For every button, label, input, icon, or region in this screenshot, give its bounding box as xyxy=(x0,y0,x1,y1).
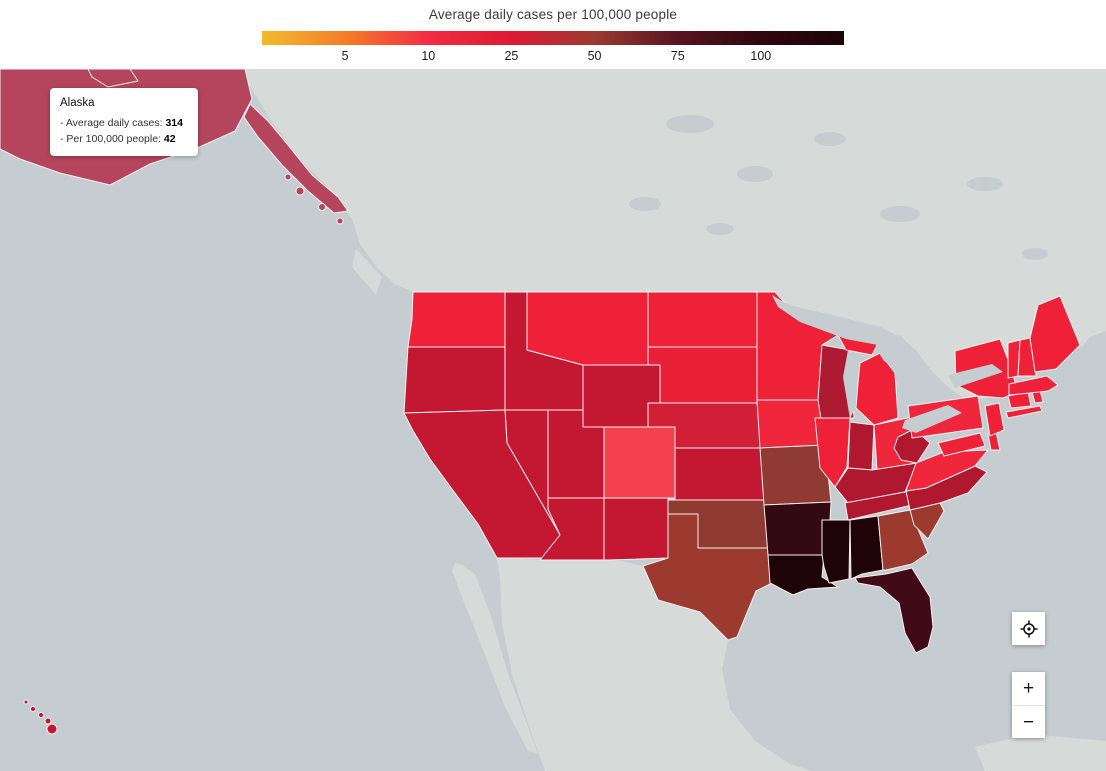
lake-ontario xyxy=(948,364,1003,388)
state-SD[interactable] xyxy=(647,346,758,404)
state-NJ[interactable] xyxy=(984,402,1005,437)
state-NM[interactable] xyxy=(603,497,669,561)
legend-tick: 5 xyxy=(341,49,349,63)
state-CO[interactable] xyxy=(603,426,676,499)
state-OR[interactable] xyxy=(403,346,506,414)
great-lakes xyxy=(772,295,1003,433)
state-ND[interactable] xyxy=(647,291,758,348)
color-legend: 5 10 25 50 75 100 xyxy=(262,31,844,65)
page-title: Average daily cases per 100,000 people xyxy=(428,7,678,22)
baja-peninsula xyxy=(452,563,538,754)
locate-icon xyxy=(1020,620,1037,637)
mexico-landmass xyxy=(497,558,812,771)
legend-tick-labels: 5 10 25 50 75 100 xyxy=(262,45,844,65)
legend-tick: 25 xyxy=(504,49,519,63)
lake-michigan xyxy=(843,350,858,419)
state-IL[interactable] xyxy=(814,417,851,488)
tooltip-rate-value: 42 xyxy=(163,133,176,145)
tooltip-state-name: Alaska xyxy=(60,97,95,109)
map-tooltip: Alaska - Average daily cases: 314 - Per … xyxy=(50,88,198,156)
state-AL[interactable] xyxy=(849,515,884,580)
state-CA[interactable] xyxy=(403,409,561,559)
tooltip-cases-value: 314 xyxy=(165,117,183,129)
canada-landmass xyxy=(240,69,1106,399)
tooltip-cases-label: - Average daily cases: xyxy=(60,117,163,129)
lake-superior xyxy=(772,295,890,345)
state-WA[interactable] xyxy=(407,291,506,348)
legend-tick: 75 xyxy=(670,49,685,63)
zoom-out-button[interactable]: − xyxy=(1012,705,1045,738)
canada-lakes xyxy=(629,115,1048,260)
state-MS[interactable] xyxy=(821,519,851,584)
state-KS[interactable] xyxy=(674,447,766,501)
lake-huron xyxy=(875,335,922,377)
state-IA[interactable] xyxy=(756,399,826,449)
state-MA[interactable] xyxy=(1008,375,1059,396)
tooltip-rate-label: - Per 100,000 people: xyxy=(60,133,161,145)
legend-tick: 100 xyxy=(750,49,772,63)
state-MI[interactable] xyxy=(837,334,899,426)
state-AR[interactable] xyxy=(763,501,832,556)
state-HI[interactable] xyxy=(23,699,58,735)
state-MD[interactable] xyxy=(937,432,986,457)
tooltip-rate-line: - Per 100,000 people: 42 xyxy=(60,133,188,145)
state-MT[interactable] xyxy=(526,291,649,366)
vancouver-island xyxy=(352,249,382,295)
legend-gradient xyxy=(262,31,844,45)
locate-button[interactable] xyxy=(1012,612,1045,645)
yucatan-cuba-landmass xyxy=(975,734,1106,771)
map-svg[interactable] xyxy=(0,69,1106,771)
state-IN[interactable] xyxy=(847,421,875,471)
header: Average daily cases per 100,000 people 5… xyxy=(0,0,1106,69)
lake-erie xyxy=(902,405,962,433)
tooltip-cases-line: - Average daily cases: 314 xyxy=(60,117,188,129)
state-TX[interactable] xyxy=(642,513,773,641)
legend-tick: 50 xyxy=(587,49,602,63)
map-container[interactable]: Alaska - Average daily cases: 314 - Per … xyxy=(0,69,1106,771)
zoom-in-button[interactable]: + xyxy=(1012,672,1045,705)
state-FL[interactable] xyxy=(854,567,934,654)
zoom-controls: + − xyxy=(1012,672,1045,738)
state-ME[interactable] xyxy=(1029,295,1081,373)
legend-tick: 10 xyxy=(421,49,436,63)
